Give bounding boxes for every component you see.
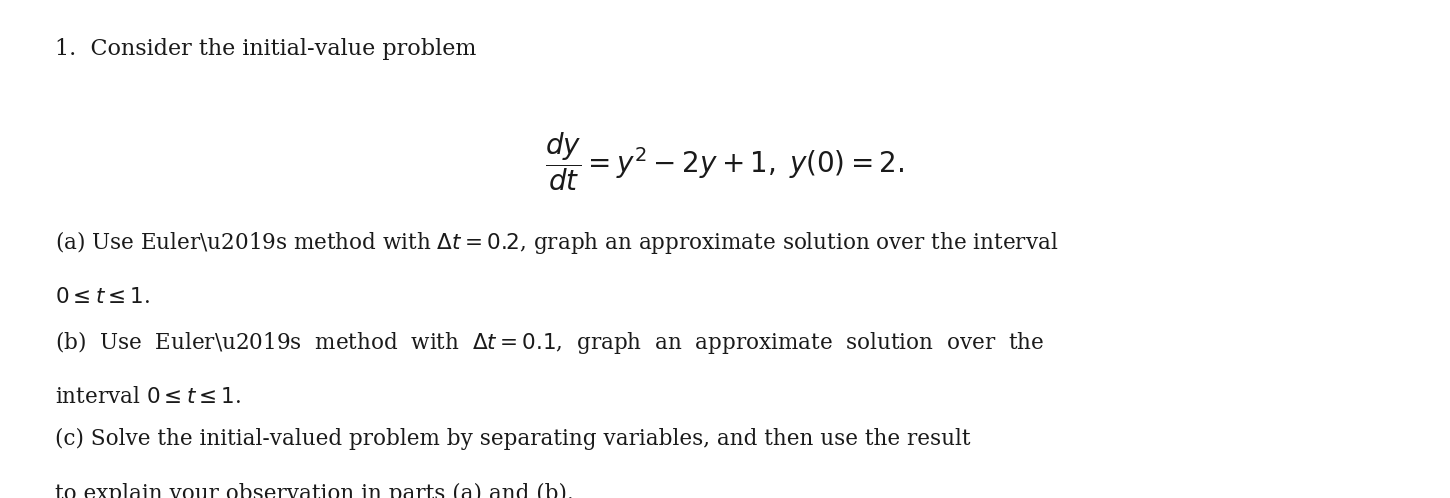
- Text: 1.  Consider the initial-value problem: 1. Consider the initial-value problem: [55, 38, 477, 60]
- Text: $\dfrac{dy}{dt} = y^2 - 2y + 1, \; y(0) = 2.$: $\dfrac{dy}{dt} = y^2 - 2y + 1, \; y(0) …: [545, 130, 905, 193]
- Text: (b)  Use  Euler\u2019s  method  with  $\Delta t = 0.1$,  graph  an  approximate : (b) Use Euler\u2019s method with $\Delta…: [55, 329, 1044, 356]
- Text: interval $0 \leq t \leq 1$.: interval $0 \leq t \leq 1$.: [55, 385, 242, 407]
- Text: to explain your observation in parts (a) and (b).: to explain your observation in parts (a)…: [55, 483, 574, 498]
- Text: (a) Use Euler\u2019s method with $\Delta t = 0.2$, graph an approximate solution: (a) Use Euler\u2019s method with $\Delta…: [55, 230, 1058, 256]
- Text: $0 \leq t \leq 1$.: $0 \leq t \leq 1$.: [55, 286, 151, 308]
- Text: (c) Solve the initial-valued problem by separating variables, and then use the r: (c) Solve the initial-valued problem by …: [55, 428, 970, 450]
